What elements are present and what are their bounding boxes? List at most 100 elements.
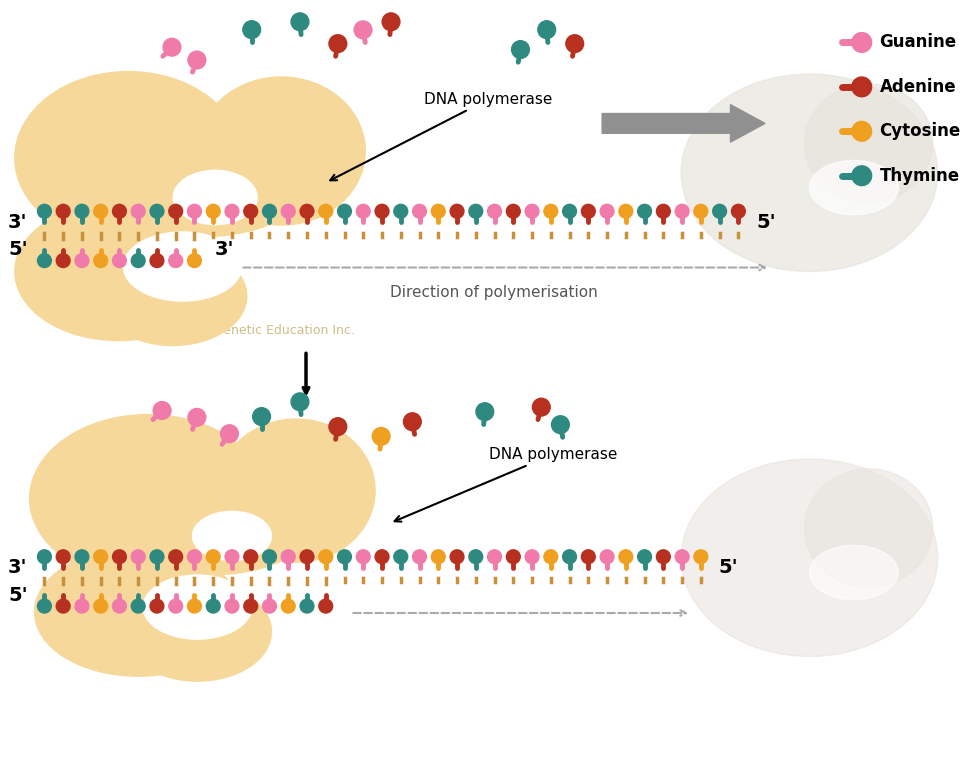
Circle shape <box>852 77 871 97</box>
Circle shape <box>526 204 539 218</box>
Circle shape <box>412 550 426 564</box>
Circle shape <box>694 550 707 564</box>
Ellipse shape <box>804 84 933 203</box>
Circle shape <box>675 550 689 564</box>
Circle shape <box>563 204 576 218</box>
Circle shape <box>526 550 539 564</box>
Circle shape <box>112 204 126 218</box>
Circle shape <box>75 204 89 218</box>
Circle shape <box>694 204 707 218</box>
Circle shape <box>150 204 164 218</box>
Circle shape <box>476 402 493 421</box>
Circle shape <box>37 550 52 564</box>
Circle shape <box>94 253 107 267</box>
Circle shape <box>169 599 183 613</box>
Circle shape <box>600 204 614 218</box>
Circle shape <box>243 21 261 38</box>
Ellipse shape <box>809 545 898 600</box>
Circle shape <box>112 550 126 564</box>
Circle shape <box>263 204 276 218</box>
Circle shape <box>206 599 220 613</box>
Circle shape <box>300 204 314 218</box>
Circle shape <box>450 204 464 218</box>
Circle shape <box>131 550 146 564</box>
Circle shape <box>394 550 407 564</box>
Text: Thymine: Thymine <box>879 167 959 185</box>
Ellipse shape <box>99 247 247 346</box>
Circle shape <box>291 13 309 31</box>
Circle shape <box>488 204 501 218</box>
Ellipse shape <box>681 74 938 271</box>
Ellipse shape <box>809 161 898 215</box>
Circle shape <box>57 550 70 564</box>
Circle shape <box>712 204 727 218</box>
Text: Cytosine: Cytosine <box>879 122 960 141</box>
Circle shape <box>372 428 390 445</box>
Circle shape <box>319 204 332 218</box>
Circle shape <box>94 599 107 613</box>
Circle shape <box>538 21 556 38</box>
Circle shape <box>37 599 52 613</box>
Text: 5': 5' <box>756 213 776 232</box>
Circle shape <box>112 599 126 613</box>
FancyArrow shape <box>602 104 765 142</box>
Circle shape <box>469 550 483 564</box>
Circle shape <box>188 253 201 267</box>
Text: DNA polymerase: DNA polymerase <box>395 447 617 521</box>
Text: 3': 3' <box>8 558 27 577</box>
Ellipse shape <box>29 415 267 582</box>
Ellipse shape <box>123 232 242 301</box>
Circle shape <box>188 409 206 426</box>
Circle shape <box>225 599 239 613</box>
Circle shape <box>432 204 446 218</box>
Circle shape <box>291 393 309 411</box>
Text: DNA polymerase: DNA polymerase <box>330 91 553 180</box>
Circle shape <box>37 204 52 218</box>
Text: Direction of polymerisation: Direction of polymerisation <box>390 285 597 300</box>
Circle shape <box>600 550 614 564</box>
Circle shape <box>169 550 183 564</box>
Circle shape <box>404 413 421 431</box>
Circle shape <box>206 204 220 218</box>
Circle shape <box>169 253 183 267</box>
Ellipse shape <box>217 419 375 562</box>
Circle shape <box>94 550 107 564</box>
Circle shape <box>638 204 652 218</box>
Circle shape <box>57 599 70 613</box>
Circle shape <box>188 204 201 218</box>
Circle shape <box>375 550 389 564</box>
Circle shape <box>506 550 520 564</box>
Circle shape <box>338 204 352 218</box>
Circle shape <box>188 599 201 613</box>
Circle shape <box>163 38 181 56</box>
Text: Adenine: Adenine <box>879 78 956 96</box>
Circle shape <box>618 550 633 564</box>
Circle shape <box>131 599 146 613</box>
Circle shape <box>450 550 464 564</box>
Ellipse shape <box>173 170 257 224</box>
Circle shape <box>563 550 576 564</box>
Circle shape <box>150 599 164 613</box>
Text: 5': 5' <box>8 586 27 604</box>
Circle shape <box>357 550 370 564</box>
Circle shape <box>329 35 347 52</box>
Circle shape <box>469 204 483 218</box>
Circle shape <box>329 418 347 435</box>
Ellipse shape <box>99 158 296 237</box>
Text: 5': 5' <box>8 240 27 260</box>
Text: Guanine: Guanine <box>879 34 956 51</box>
Circle shape <box>544 550 558 564</box>
Circle shape <box>512 41 530 58</box>
Circle shape <box>206 550 220 564</box>
Circle shape <box>244 599 258 613</box>
Text: © Genetic Education Inc.: © Genetic Education Inc. <box>197 324 356 337</box>
Ellipse shape <box>34 548 242 676</box>
Circle shape <box>75 599 89 613</box>
Circle shape <box>37 253 52 267</box>
Circle shape <box>131 204 146 218</box>
Circle shape <box>675 204 689 218</box>
Circle shape <box>638 550 652 564</box>
Circle shape <box>357 204 370 218</box>
Ellipse shape <box>113 501 301 575</box>
Ellipse shape <box>15 71 242 244</box>
